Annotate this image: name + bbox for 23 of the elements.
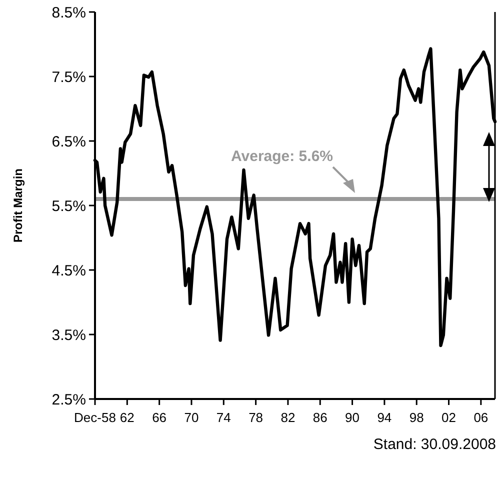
y-tick-label: 8.5% [52,4,86,22]
x-tick-label: 82 [280,410,296,425]
y-tick-label: 2.5% [52,391,86,408]
x-tick-label: 06 [474,410,488,425]
y-axis-title: Profit Margin [11,168,25,242]
ref-line-label: Average: 5.6% [231,148,333,166]
text: Stand: 30.09.2008 [373,436,496,453]
x-tick-label: Dec-58 [74,410,116,425]
y-tick-label: 5.5% [52,198,86,215]
x-tick-label: 90 [345,410,360,425]
x-tick-label: 94 [377,410,392,425]
y-tick-label: 3.5% [52,326,86,344]
x-tick-label: 74 [216,410,231,425]
y-tick-label: 4.5% [52,262,86,280]
x-tick-label: 62 [120,410,134,425]
x-tick-label: 86 [312,410,328,425]
x-tick-label: 70 [184,410,199,425]
y-tick-label: 6.5% [52,133,86,150]
x-tick-label: 02 [442,410,456,425]
x-tick-label: 66 [152,410,167,425]
x-tick-label: 78 [248,410,264,425]
y-tick-label: 7.5% [52,68,86,86]
x-tick-label: 98 [409,410,424,425]
